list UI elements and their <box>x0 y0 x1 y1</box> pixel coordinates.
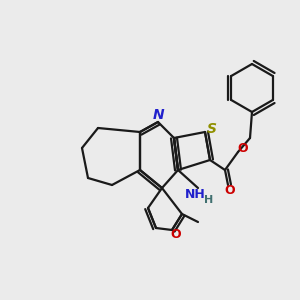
Text: N: N <box>153 108 165 122</box>
Text: O: O <box>171 229 181 242</box>
Text: S: S <box>207 122 217 136</box>
Text: O: O <box>225 184 235 196</box>
Text: NH: NH <box>184 188 206 202</box>
Text: O: O <box>238 142 248 155</box>
Text: H: H <box>204 195 214 205</box>
